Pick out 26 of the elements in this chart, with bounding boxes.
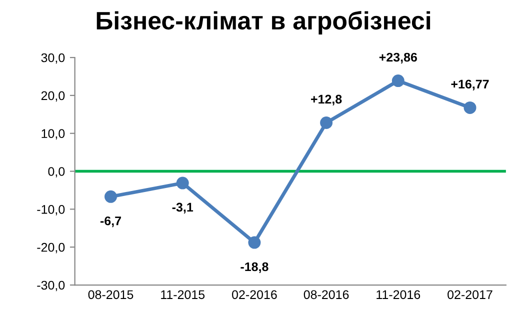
data-label: -3,1 [172,202,194,214]
y-tick-label: 20,0 [41,91,65,102]
point [320,116,333,129]
x-tick-label: 11-2015 [161,290,205,300]
x-tick-label: 08-2015 [88,290,134,300]
data-label: -18,8 [240,262,268,273]
y-tick-label: -10,0 [37,204,65,216]
data-label: -6,7 [100,216,121,228]
y-tick-label: 10,0 [42,129,65,140]
data-label: +16,77 [451,80,489,90]
x-tick-label: 08-2016 [304,290,349,300]
chart-title: Бізнес-клімат в агробізнесі [96,10,430,35]
x-tick-label: 02-2017 [448,290,492,300]
point [248,236,261,249]
point [392,74,404,88]
data-label: +23,86 [379,52,417,64]
point [176,176,189,190]
y-tick-label: -30,0 [37,280,65,292]
y-tick-label: 30,0 [41,53,65,64]
y-tick-label: 0,0 [48,167,65,178]
x-tick-label: 11-2016 [376,290,420,300]
point [104,190,118,203]
x-tick-label: 02-2016 [232,290,277,300]
data-label: +12,8 [311,94,342,106]
point [464,101,476,114]
y-tick-label: -20,0 [37,242,65,254]
